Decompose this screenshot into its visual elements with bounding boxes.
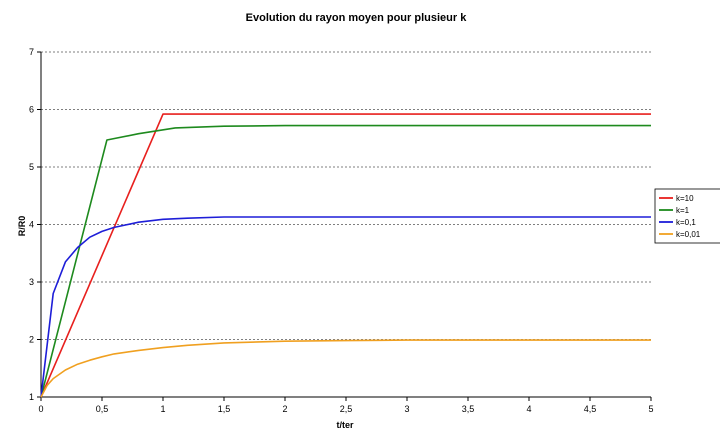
legend-label: k=0,01	[676, 230, 701, 239]
chart-title: Evolution du rayon moyen pour plusieur k	[246, 12, 468, 24]
y-axis-title: R/R0	[17, 216, 27, 237]
grid-lines	[41, 51, 651, 340]
x-tick-label: 2	[282, 404, 287, 414]
y-tick-label: 3	[29, 277, 34, 287]
x-axis-title: t/ter	[336, 420, 354, 430]
series-line-3	[40, 216, 651, 398]
series-layer	[40, 113, 651, 398]
x-tick-label: 1,5	[218, 404, 231, 414]
series-line-1	[40, 113, 651, 398]
y-tick-label: 6	[29, 105, 34, 115]
x-tick-label: 5	[648, 404, 653, 414]
y-tick-label: 7	[29, 47, 34, 57]
x-tick-label: 4,5	[584, 404, 597, 414]
series-line-2	[40, 124, 651, 398]
legend-label: k=10	[676, 194, 694, 203]
axes: 1 2 3 4 5 6 7 0 0,5 1 1,5 2 2,5 3 3,5 4 4,5 5	[29, 47, 654, 414]
x-tick-label: 0	[38, 404, 43, 414]
legend: k=10 k=1 k=0,1 k=0,01	[654, 188, 720, 244]
y-tick-label: 4	[29, 220, 34, 230]
y-tick-label: 2	[29, 335, 34, 345]
series-line-4	[40, 339, 651, 398]
x-tick-label: 3,5	[462, 404, 475, 414]
x-tick-label: 4	[526, 404, 531, 414]
y-tick-label: 5	[29, 162, 34, 172]
legend-label: k=0,1	[676, 218, 696, 227]
y-tick-label: 1	[29, 392, 34, 402]
x-tick-label: 1	[160, 404, 165, 414]
x-tick-label: 0,5	[96, 404, 109, 414]
legend-label: k=1	[676, 206, 690, 215]
x-tick-label: 3	[404, 404, 409, 414]
x-tick-label: 2,5	[340, 404, 353, 414]
